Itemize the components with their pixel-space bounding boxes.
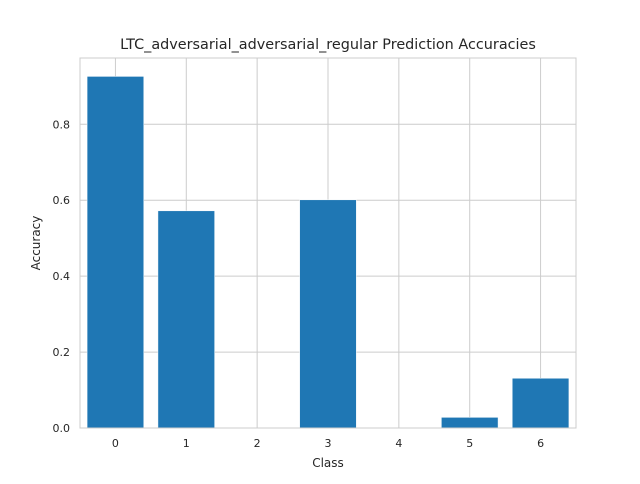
y-tick-labels: 0.0 0.2 0.4 0.6 0.8 [53, 118, 71, 435]
x-tick-label: 0 [112, 437, 119, 450]
x-tick-label: 2 [254, 437, 261, 450]
bar-class-3 [299, 199, 357, 429]
x-tick-label: 4 [395, 437, 402, 450]
y-tick-label: 0.4 [53, 270, 71, 283]
x-axis-label: Class [312, 456, 344, 470]
chart-title: LTC_adversarial_adversarial_regular Pred… [120, 37, 536, 53]
plot-frame [79, 57, 577, 429]
bar-class-6 [511, 378, 570, 429]
x-tick-label: 3 [325, 437, 332, 450]
x-tick-labels: 0 1 2 3 4 5 6 [112, 437, 544, 450]
x-tick-label: 1 [183, 437, 190, 450]
x-tick-label: 5 [466, 437, 473, 450]
bars [86, 76, 570, 429]
y-tick-label: 0.2 [53, 346, 71, 359]
x-tick-label: 6 [537, 437, 544, 450]
y-tick-label: 0.0 [53, 422, 71, 435]
y-tick-label: 0.8 [53, 118, 71, 131]
bar-class-5 [441, 417, 499, 429]
bar-class-0 [86, 76, 145, 429]
y-axis-label: Accuracy [29, 216, 43, 271]
y-tick-label: 0.6 [53, 194, 71, 207]
bar-class-1 [157, 210, 215, 429]
